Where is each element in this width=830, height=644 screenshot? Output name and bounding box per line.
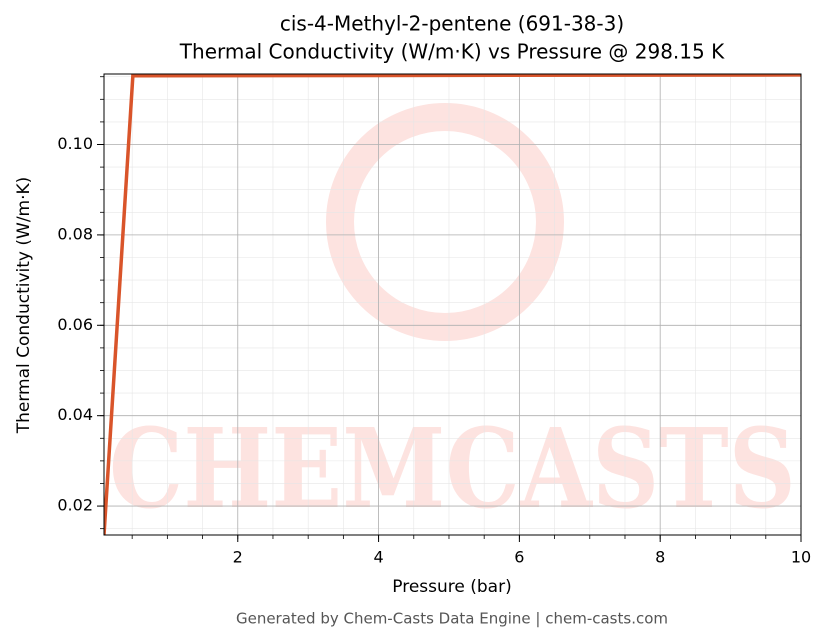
footer: Generated by Chem-Casts Data Engine | ch… [236,610,668,628]
x-tick-label: 2 [233,548,243,567]
y-tick-label: 0.10 [57,134,93,153]
y-tick-label: 0.02 [57,496,93,515]
watermark: CHEMCASTS [109,404,796,533]
data-line [104,74,801,535]
y-tick-label: 0.04 [57,405,93,424]
watermark-ring [326,103,564,341]
y-axis-label: Thermal Conductivity (W/m·K) [14,177,34,435]
x-tick-label: 10 [791,548,811,567]
x-tick-label: 8 [655,548,665,567]
y-tick-label: 0.08 [57,224,93,243]
chart-subtitle: Thermal Conductivity (W/m·K) vs Pressure… [179,40,725,64]
y-tick-label: 0.06 [57,315,93,334]
x-axis-label: Pressure (bar) [392,577,511,597]
chart-title: cis-4-Methyl-2-pentene (691-38-3) [280,12,624,36]
x-tick-label: 4 [373,548,383,567]
x-tick-label: 6 [514,548,524,567]
plot-frame [103,73,802,536]
